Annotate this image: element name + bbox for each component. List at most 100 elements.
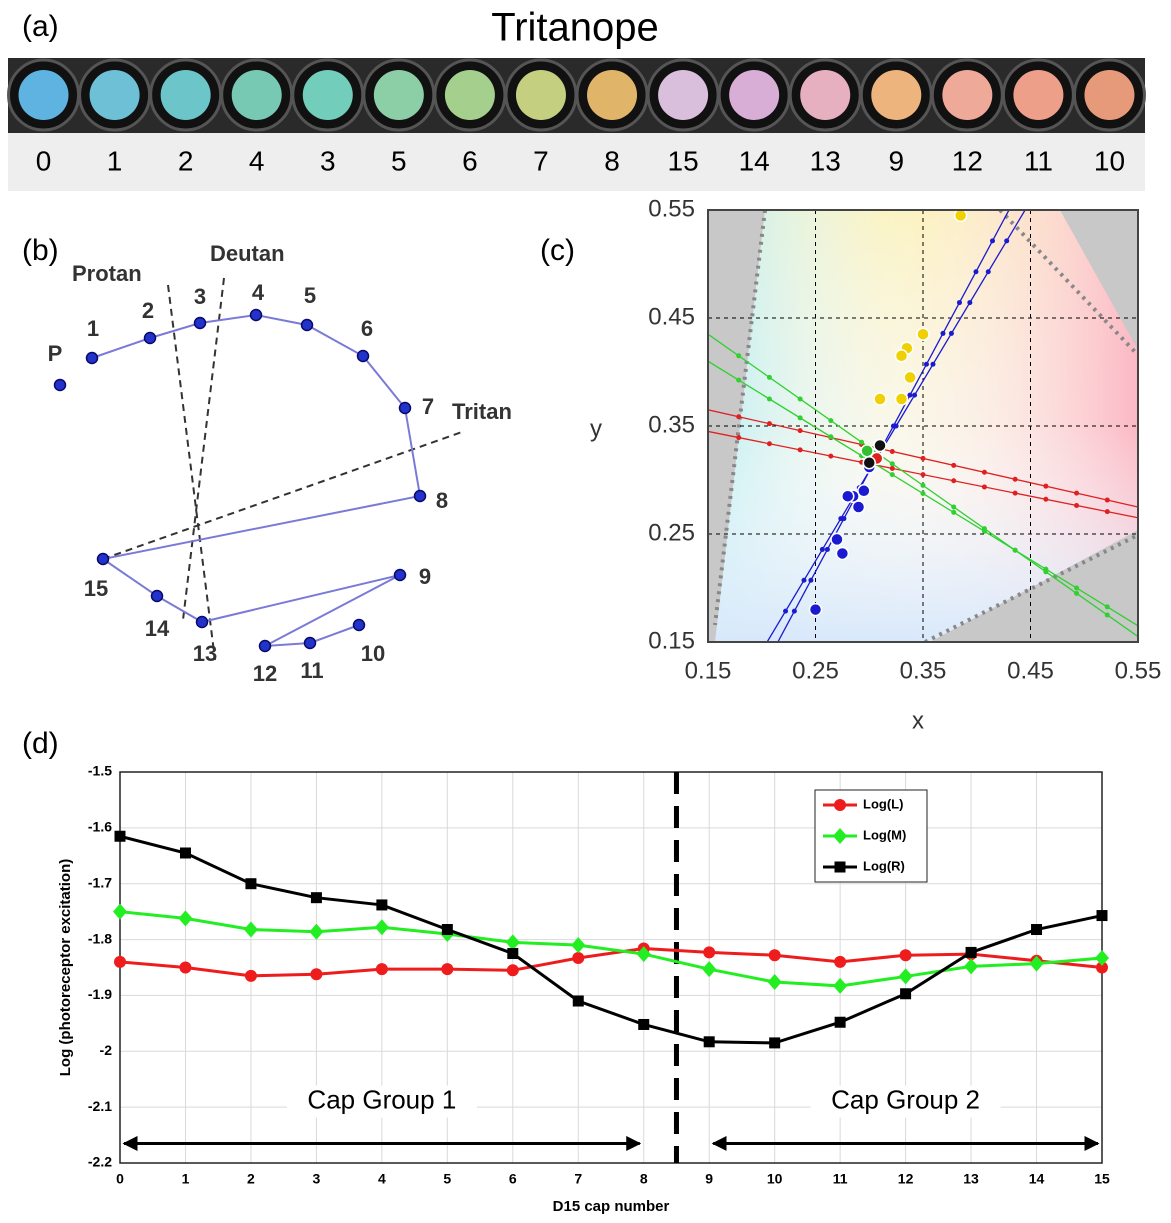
cap bbox=[871, 70, 921, 120]
y-tick-label: -2 bbox=[100, 1042, 113, 1058]
cap-point bbox=[260, 641, 271, 652]
x-tick-label: 5 bbox=[443, 1171, 451, 1187]
marker bbox=[900, 949, 912, 961]
y-axis-label: y bbox=[590, 415, 602, 442]
y-tick-label: -2.1 bbox=[88, 1098, 112, 1114]
x-tick-label: 14 bbox=[1029, 1171, 1045, 1187]
marker bbox=[245, 970, 257, 982]
line-dot bbox=[1043, 484, 1048, 489]
cap-point bbox=[395, 570, 406, 581]
x-tick-label: 3 bbox=[313, 1171, 321, 1187]
point bbox=[874, 439, 886, 451]
line-dot bbox=[890, 466, 895, 471]
line-dot bbox=[838, 516, 843, 521]
point bbox=[955, 209, 967, 221]
line-dot bbox=[921, 483, 926, 488]
line-dot bbox=[990, 238, 995, 243]
line-dot bbox=[798, 415, 803, 420]
cap-number: 0 bbox=[36, 145, 52, 176]
marker bbox=[376, 899, 387, 910]
x-axis-label: D15 cap number bbox=[553, 1198, 670, 1215]
x-tick-label: 9 bbox=[705, 1171, 713, 1187]
line-dot bbox=[982, 529, 987, 534]
cap bbox=[90, 70, 140, 120]
y-tick-label: 0.15 bbox=[648, 627, 695, 654]
cap-point bbox=[98, 554, 109, 565]
cap-label: 12 bbox=[253, 661, 277, 686]
marker bbox=[311, 892, 322, 903]
line-dot bbox=[767, 397, 772, 402]
marker bbox=[245, 878, 256, 889]
marker bbox=[1031, 924, 1042, 935]
x-tick-label: 0 bbox=[116, 1171, 124, 1187]
marker bbox=[769, 949, 781, 961]
line-dot bbox=[767, 421, 772, 426]
line-dot bbox=[1105, 509, 1110, 514]
line-dot bbox=[890, 472, 895, 477]
panel-label: (b) bbox=[22, 234, 59, 267]
cap-point bbox=[415, 491, 426, 502]
marker bbox=[704, 1036, 715, 1047]
line-dot bbox=[825, 547, 830, 552]
cap-point bbox=[358, 351, 369, 362]
cap-number: 11 bbox=[1024, 145, 1053, 176]
cap-point bbox=[145, 333, 156, 344]
cap bbox=[516, 70, 566, 120]
x-tick-label: 11 bbox=[833, 1171, 848, 1187]
cap bbox=[161, 70, 211, 120]
cap bbox=[232, 70, 282, 120]
line-dot bbox=[890, 461, 895, 466]
x-tick-label: 0.55 bbox=[1115, 657, 1162, 684]
line-dot bbox=[1043, 497, 1048, 502]
panel-label: (d) bbox=[22, 727, 59, 760]
cap-number: 14 bbox=[739, 145, 770, 176]
point bbox=[863, 457, 875, 469]
marker bbox=[1097, 910, 1108, 921]
x-tick-label: 0.45 bbox=[1007, 657, 1054, 684]
panel-label: (c) bbox=[540, 234, 575, 267]
title: Tritanope bbox=[491, 6, 659, 50]
line-dot bbox=[890, 449, 895, 454]
cap-point bbox=[302, 320, 313, 331]
line-dot bbox=[973, 269, 978, 274]
marker bbox=[572, 952, 584, 964]
marker bbox=[507, 948, 518, 959]
y-tick-label: 0.25 bbox=[648, 519, 695, 546]
cap-label: 1 bbox=[87, 316, 99, 341]
y-tick-label: -1.7 bbox=[88, 874, 112, 890]
line-dot bbox=[767, 375, 772, 380]
x-tick-label: 0.35 bbox=[900, 657, 947, 684]
group-label: Cap Group 1 bbox=[307, 1084, 456, 1114]
cap-number: 10 bbox=[1094, 145, 1125, 176]
y-tick-label: -2.2 bbox=[88, 1154, 112, 1170]
line-dot bbox=[767, 441, 772, 446]
cap-label: 13 bbox=[193, 641, 217, 666]
legend-label: Log(L) bbox=[863, 796, 903, 811]
cap-label: 9 bbox=[419, 564, 431, 589]
marker bbox=[900, 988, 911, 999]
line-dot bbox=[982, 470, 987, 475]
line-dot bbox=[957, 300, 962, 305]
point bbox=[917, 328, 929, 340]
marker bbox=[834, 956, 846, 968]
legend-marker bbox=[834, 799, 846, 811]
line-dot bbox=[924, 362, 929, 367]
y-tick-label: 0.45 bbox=[648, 303, 695, 330]
cap-number: 5 bbox=[391, 145, 407, 176]
line-dot bbox=[792, 609, 797, 614]
figure: (a)Tritanope0124356781514139121110 (b)P1… bbox=[0, 0, 1171, 1223]
cap-label: 7 bbox=[422, 394, 434, 419]
cap-number: 3 bbox=[320, 145, 336, 176]
line-dot bbox=[967, 300, 972, 305]
marker bbox=[573, 996, 584, 1007]
marker bbox=[507, 964, 519, 976]
marker bbox=[638, 1019, 649, 1030]
line-dot bbox=[798, 447, 803, 452]
cap bbox=[1013, 70, 1063, 120]
cap-point bbox=[400, 403, 411, 414]
cap-number: 9 bbox=[888, 145, 904, 176]
y-axis-label: Log (photoreceptor excitation) bbox=[57, 859, 74, 1077]
line-dot bbox=[951, 510, 956, 515]
legend-label: Log(R) bbox=[863, 858, 905, 873]
cap bbox=[942, 70, 992, 120]
